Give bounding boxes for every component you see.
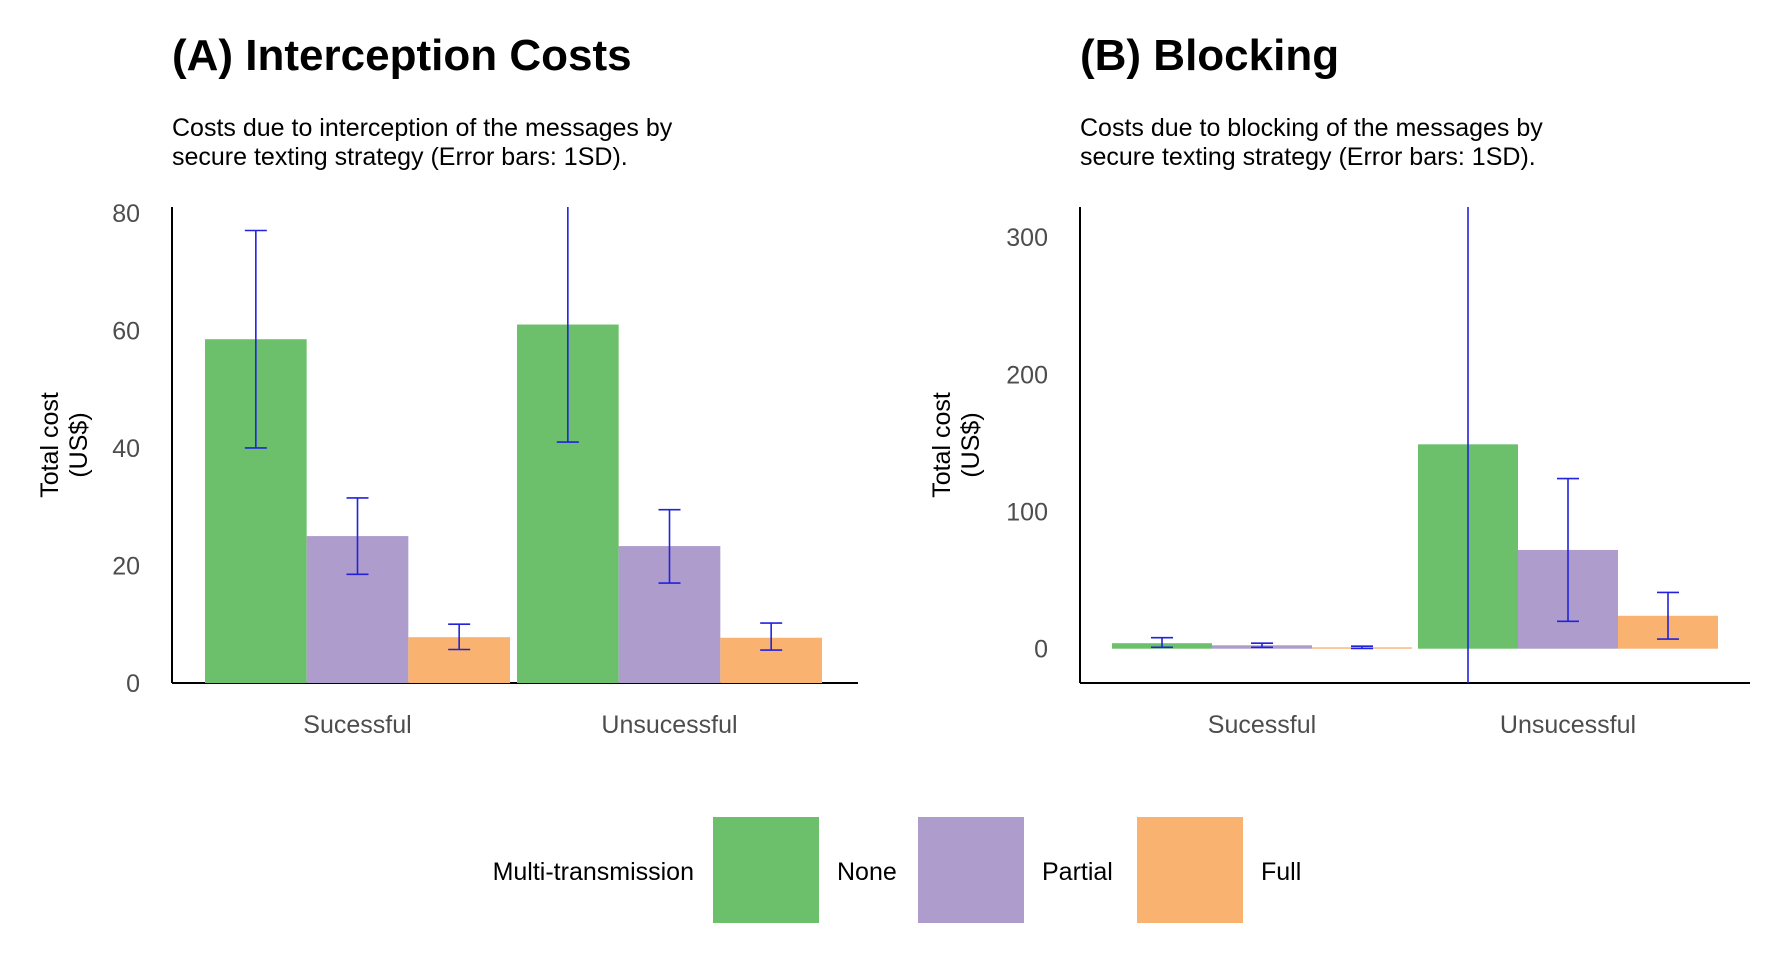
y-tick-label: 40 xyxy=(112,435,140,463)
legend-label: Full xyxy=(1261,858,1301,886)
panel-a: (A) Interception Costs Costs due to inter… xyxy=(36,31,858,739)
y-tick-label: 80 xyxy=(112,200,140,228)
panel-subtitle: secure texting strategy (Error bars: 1SD… xyxy=(1080,143,1536,171)
panel-title: (B) Blocking xyxy=(1080,31,1339,80)
legend-key-partial xyxy=(918,817,1024,923)
x-tick-label: Sucessful xyxy=(303,711,411,739)
legend-key-full xyxy=(1137,817,1243,923)
y-axis-title-line: (US$) xyxy=(957,412,985,477)
panel-b: (B) Blocking Costs due to blocking of the… xyxy=(928,31,1750,739)
y-tick-label: 60 xyxy=(112,317,140,345)
legend-label: Partial xyxy=(1042,858,1113,886)
y-tick-label: 20 xyxy=(112,552,140,580)
panel-subtitle: Costs due to interception of the message… xyxy=(172,114,673,142)
legend-label: None xyxy=(837,858,897,886)
panel-subtitle: Costs due to blocking of the messages by xyxy=(1080,114,1543,142)
panel-title: (A) Interception Costs xyxy=(172,31,632,80)
y-tick-label: 300 xyxy=(1006,224,1048,252)
legend-title: Multi-transmission xyxy=(493,858,694,886)
y-axis-title: Total cost(US$) xyxy=(36,392,93,498)
y-tick-label: 0 xyxy=(1034,636,1048,664)
y-axis-title-line: Total cost xyxy=(928,392,956,498)
y-axis-title-line: Total cost xyxy=(36,392,64,498)
legend-key-none xyxy=(713,817,819,923)
y-axis-title-line: (US$) xyxy=(65,412,93,477)
panel-subtitle: secure texting strategy (Error bars: 1SD… xyxy=(172,143,628,171)
x-tick-label: Unsucessful xyxy=(601,711,737,739)
y-tick-label: 200 xyxy=(1006,361,1048,389)
legend: Multi-transmission None Partial Full xyxy=(493,817,1301,923)
x-tick-label: Sucessful xyxy=(1208,711,1316,739)
y-tick-label: 0 xyxy=(126,670,140,698)
x-tick-label: Unsucessful xyxy=(1500,711,1636,739)
y-axis-title: Total cost(US$) xyxy=(928,392,985,498)
y-tick-label: 100 xyxy=(1006,499,1048,527)
